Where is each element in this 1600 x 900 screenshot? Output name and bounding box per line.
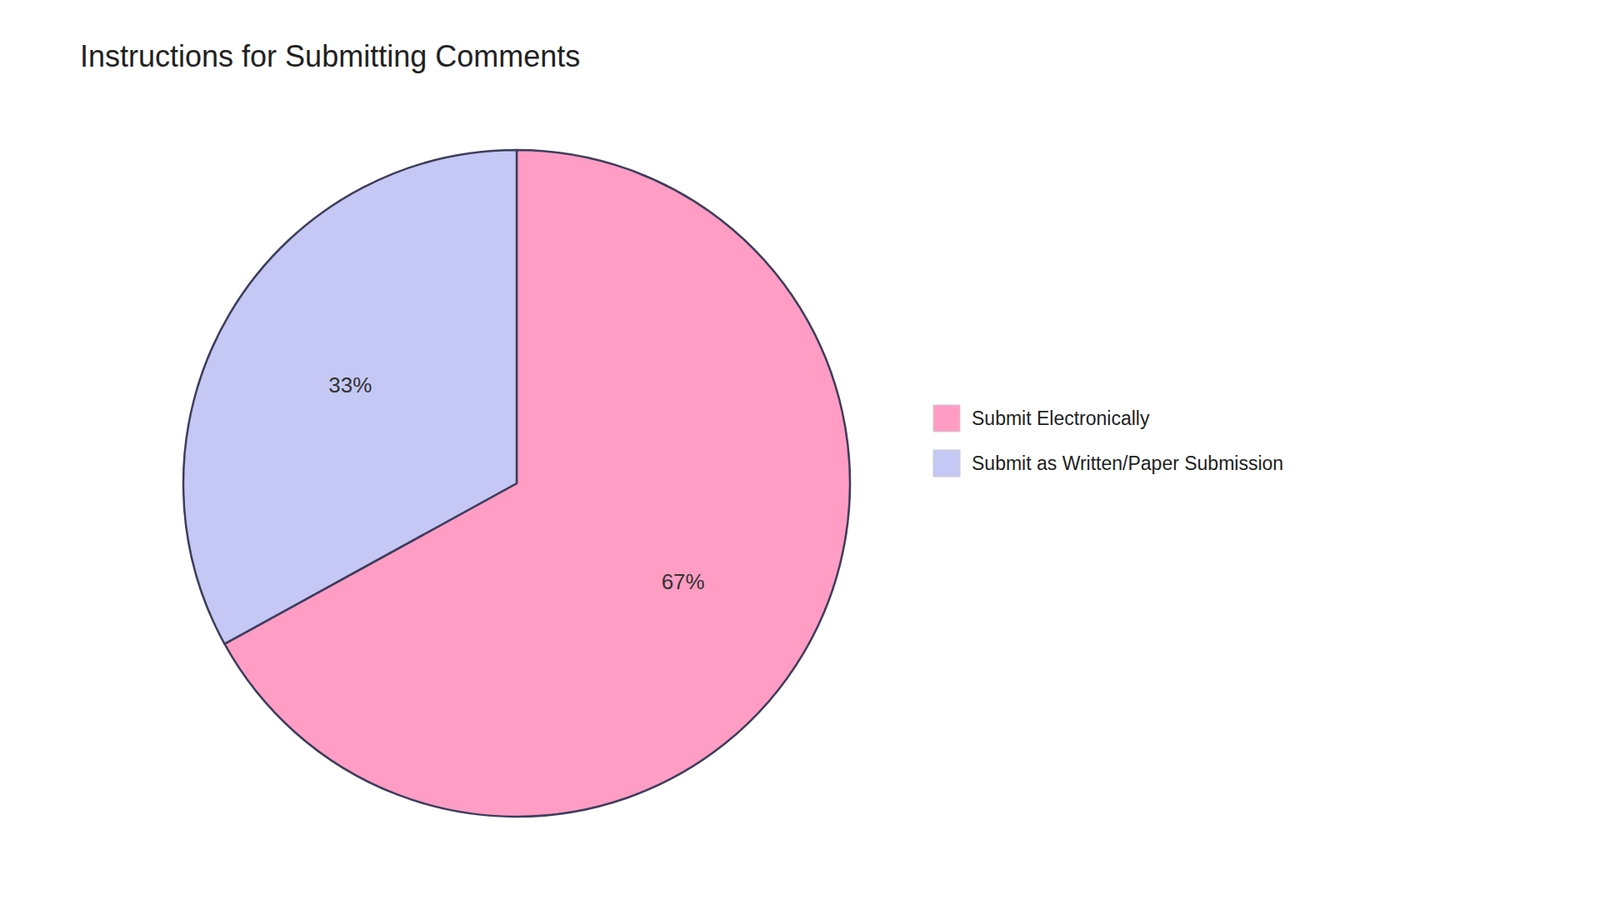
legend-label: Submit Electronically bbox=[971, 407, 1150, 430]
pie-slices bbox=[183, 150, 850, 817]
chart-container: Instructions for Submitting Comments 67% 3… bbox=[0, 0, 1600, 900]
background bbox=[0, 0, 1600, 900]
chart-svg: Instructions for Submitting Comments 67% 3… bbox=[0, 0, 1600, 900]
chart-title: Instructions for Submitting Comments bbox=[80, 39, 580, 74]
pie-labels: 67% 33% bbox=[328, 372, 705, 595]
legend-swatch bbox=[933, 450, 960, 477]
legend-label: Submit as Written/Paper Submission bbox=[971, 452, 1284, 475]
data-label: 33% bbox=[328, 372, 372, 398]
legend-swatch bbox=[933, 405, 960, 432]
data-label: 67% bbox=[661, 569, 705, 595]
pie-slice bbox=[183, 150, 517, 645]
legend: Submit Electronically Submit as Written/P… bbox=[933, 405, 1284, 477]
